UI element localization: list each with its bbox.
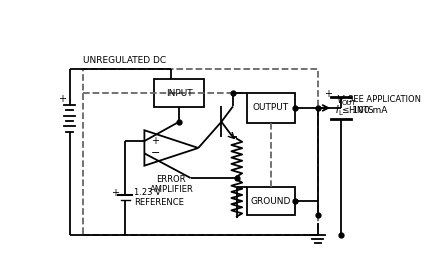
Text: SEE APPLICATION
HINTS: SEE APPLICATION HINTS	[349, 95, 421, 115]
Bar	[247, 93, 294, 122]
Text: ERROR
AMPLIFIER: ERROR AMPLIFIER	[149, 175, 193, 194]
Text: UNREGULATED DC: UNREGULATED DC	[83, 56, 166, 65]
Bar	[83, 70, 318, 235]
Text: ≤ 100 mA: ≤ 100 mA	[342, 106, 388, 115]
Bar	[155, 79, 204, 107]
Text: +: +	[58, 94, 66, 104]
Bar	[247, 187, 294, 215]
Text: OUT: OUT	[342, 99, 356, 106]
Text: V: V	[336, 95, 343, 105]
Text: INPUT: INPUT	[166, 89, 192, 98]
Text: −: −	[151, 148, 160, 158]
Text: +: +	[324, 89, 332, 99]
Text: I: I	[336, 105, 338, 115]
Text: +: +	[151, 136, 159, 146]
Text: OUTPUT: OUTPUT	[253, 103, 289, 112]
Text: +: +	[111, 188, 119, 198]
Text: GROUND: GROUND	[251, 197, 291, 206]
Text: L: L	[339, 109, 343, 116]
Text: 1.23 V
REFERENCE: 1.23 V REFERENCE	[134, 188, 184, 207]
